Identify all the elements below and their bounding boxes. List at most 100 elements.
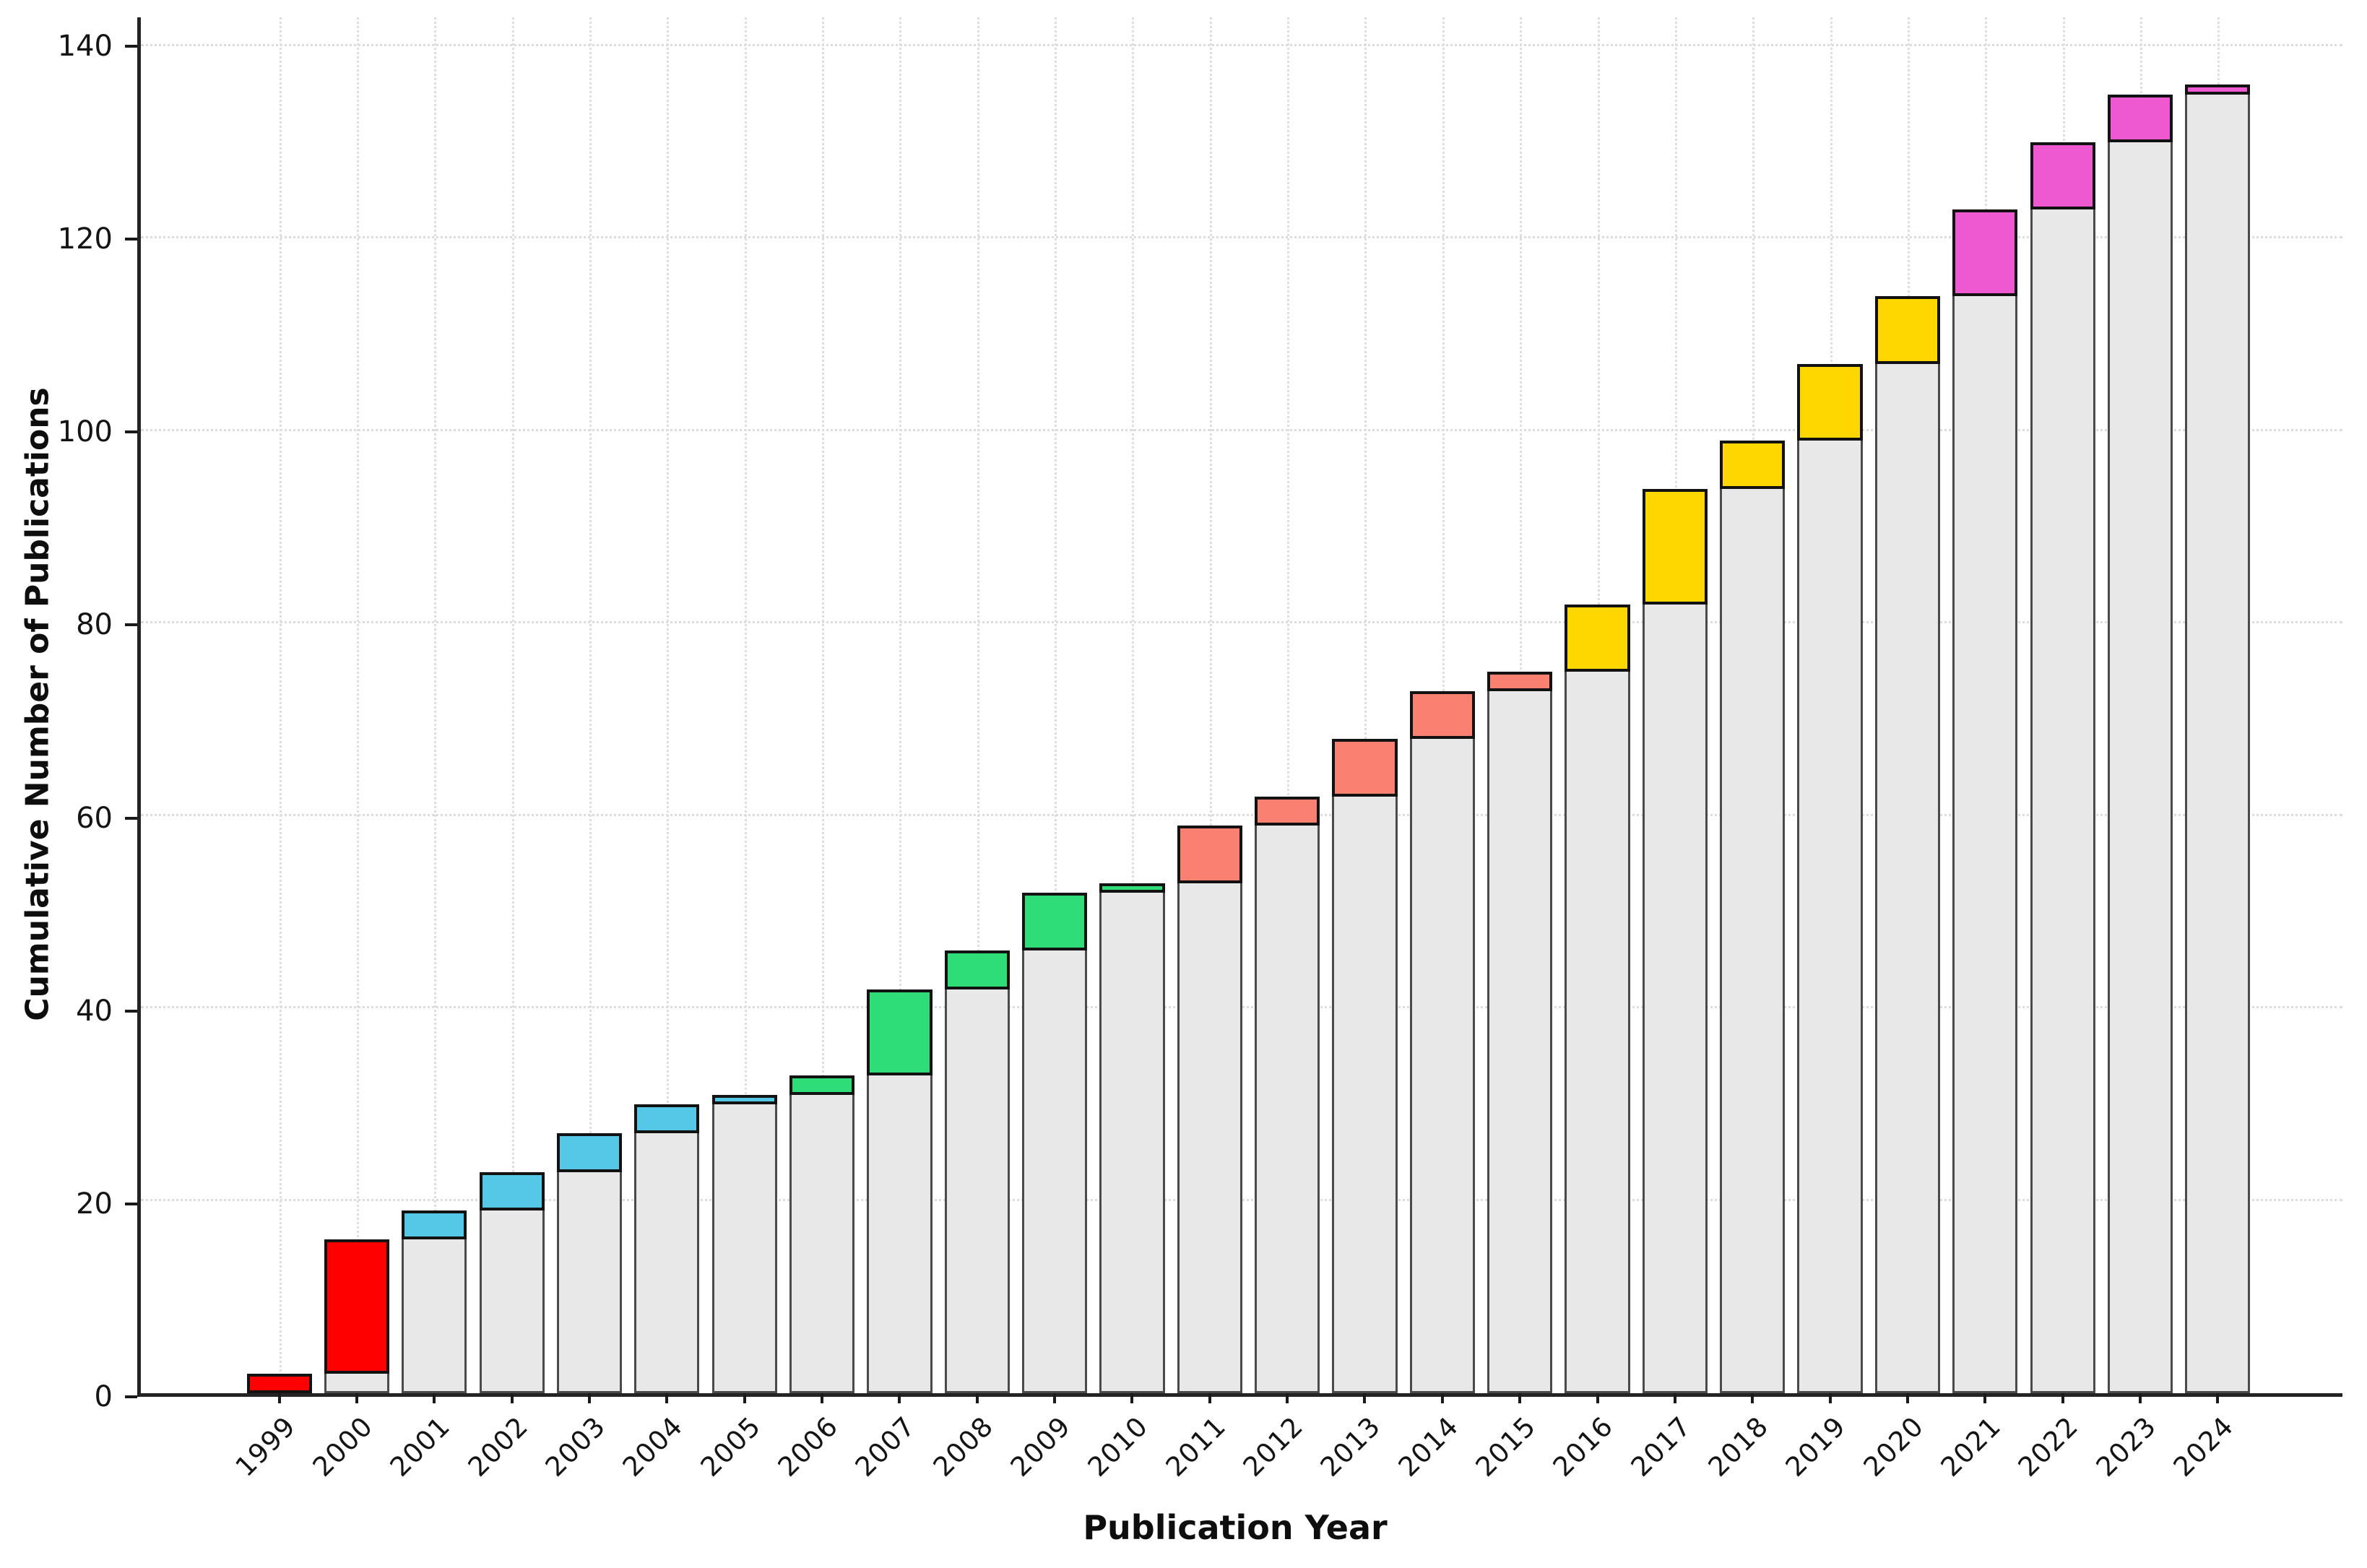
ytick-80 (125, 623, 137, 627)
xtick-2023 (2138, 1393, 2142, 1403)
bar-slot-2017: 2017 (1624, 17, 1713, 1483)
bar-2021-cap (1952, 209, 2018, 297)
xtick-label-2011: 2011 (1159, 1411, 1232, 1483)
bar-2002-cap (479, 1171, 545, 1210)
bar-2003-cap (556, 1133, 623, 1172)
xtick-1999 (277, 1393, 281, 1403)
bar-slot-2007: 2007 (849, 17, 938, 1483)
bar-2015 (1487, 17, 1553, 1393)
bar-2022-cap (2030, 142, 2095, 210)
bar-2004-base (634, 1133, 700, 1393)
ytick-100 (125, 430, 137, 434)
xtick-2008 (975, 1393, 979, 1403)
xtick-label-2014: 2014 (1392, 1411, 1465, 1483)
bar-slot-2005: 2005 (694, 17, 783, 1483)
bar-2006-base (789, 1095, 855, 1393)
bar-2002-base (479, 1210, 545, 1393)
bar-2019-cap (1797, 363, 1863, 441)
xtick-2019 (1828, 1393, 1832, 1403)
bar-slot-2012: 2012 (1237, 17, 1325, 1483)
bar-2001-cap (402, 1210, 467, 1239)
xtick-2002 (510, 1393, 514, 1403)
xtick-2001 (433, 1393, 436, 1403)
bar-slot-2018: 2018 (1702, 17, 1791, 1483)
xtick-2000 (355, 1393, 359, 1403)
vgridline-2011 (1209, 17, 1212, 1393)
bar-2018-base (1720, 488, 1786, 1393)
bar-slot-2011: 2011 (1159, 17, 1248, 1483)
ytick-label-0: 0 (94, 1380, 113, 1413)
xtick-2009 (1053, 1393, 1057, 1403)
bar-2012 (1255, 17, 1320, 1393)
ytick-60 (125, 816, 137, 820)
bar-2023-cap (2107, 94, 2173, 143)
xtick-label-2021: 2021 (1934, 1411, 2007, 1483)
bar-2009-base (1022, 950, 1088, 1393)
vgridline-2007 (899, 17, 902, 1393)
y-axis-ticks: 0 20 40 60 80 100 120 140 (0, 17, 137, 1413)
bar-2000 (324, 17, 390, 1393)
xtick-2007 (898, 1393, 901, 1403)
bar-2000-base (324, 1374, 390, 1393)
xtick-label-2009: 2009 (1004, 1411, 1077, 1483)
bar-2016-cap (1565, 604, 1630, 672)
ytick-40 (125, 1009, 137, 1013)
bar-slot-2001: 2001 (384, 17, 473, 1483)
bar-2019-base (1797, 441, 1863, 1393)
xtick-label-2015: 2015 (1469, 1411, 1542, 1483)
bar-slot-1999: 1999 (229, 17, 318, 1483)
vgridline-2008 (977, 17, 979, 1393)
bar-2023 (2107, 17, 2173, 1393)
bar-2014-base (1409, 739, 1475, 1393)
vgridline-2005 (744, 17, 747, 1393)
xtick-label-2024: 2024 (2167, 1411, 2240, 1483)
hgridline-100 (141, 428, 2342, 431)
vgridline-2006 (822, 17, 825, 1393)
bar-slot-2021: 2021 (1935, 17, 2024, 1483)
bar-2000-cap (324, 1239, 390, 1374)
hgridline-80 (141, 621, 2342, 624)
xtick-label-2019: 2019 (1780, 1411, 1852, 1483)
vgridline-2009 (1055, 17, 1057, 1393)
ytick-label-40: 40 (76, 994, 113, 1028)
ytick-label-140: 140 (57, 30, 113, 64)
xtick-label-2002: 2002 (462, 1411, 535, 1483)
ytick-120 (125, 238, 137, 241)
bar-slot-2020: 2020 (1857, 17, 1946, 1483)
bar-2016 (1565, 17, 1630, 1393)
bar-2005-cap (711, 1095, 777, 1105)
xtick-label-2022: 2022 (2012, 1411, 2085, 1483)
xtick-label-2005: 2005 (694, 1411, 767, 1483)
bar-2007 (867, 17, 932, 1393)
xtick-label-2004: 2004 (616, 1411, 689, 1483)
xtick-label-2001: 2001 (384, 1411, 456, 1483)
vgridline-2012 (1287, 17, 1290, 1393)
ytick-0 (125, 1395, 137, 1398)
bar-2001-base (402, 1239, 467, 1393)
bar-2021-base (1952, 296, 2018, 1393)
xtick-label-2018: 2018 (1702, 1411, 1775, 1483)
bar-2013-base (1332, 797, 1398, 1393)
bar-slot-2019: 2019 (1780, 17, 1869, 1483)
xtick-2017 (1673, 1393, 1676, 1403)
xtick-label-2003: 2003 (539, 1411, 612, 1483)
bar-1999 (246, 17, 312, 1393)
xtick-label-2007: 2007 (849, 1411, 922, 1483)
bar-2004 (634, 17, 700, 1393)
bar-2006-cap (789, 1075, 855, 1096)
xtick-2021 (1983, 1393, 1987, 1403)
x-axis-label: Publication Year (1083, 1508, 1388, 1547)
bar-2012-base (1255, 826, 1320, 1393)
bar-2013 (1332, 17, 1398, 1393)
bar-slot-2003: 2003 (540, 17, 628, 1483)
ytick-label-20: 20 (76, 1187, 113, 1221)
xtick-2013 (1363, 1393, 1367, 1403)
bar-2009 (1022, 17, 1088, 1393)
bar-2001 (402, 17, 467, 1393)
bar-2010 (1099, 17, 1165, 1393)
bar-2015-cap (1487, 671, 1553, 691)
ytick-label-100: 100 (57, 415, 113, 449)
vgridline-2003 (589, 17, 592, 1393)
bar-2011-base (1177, 883, 1242, 1393)
